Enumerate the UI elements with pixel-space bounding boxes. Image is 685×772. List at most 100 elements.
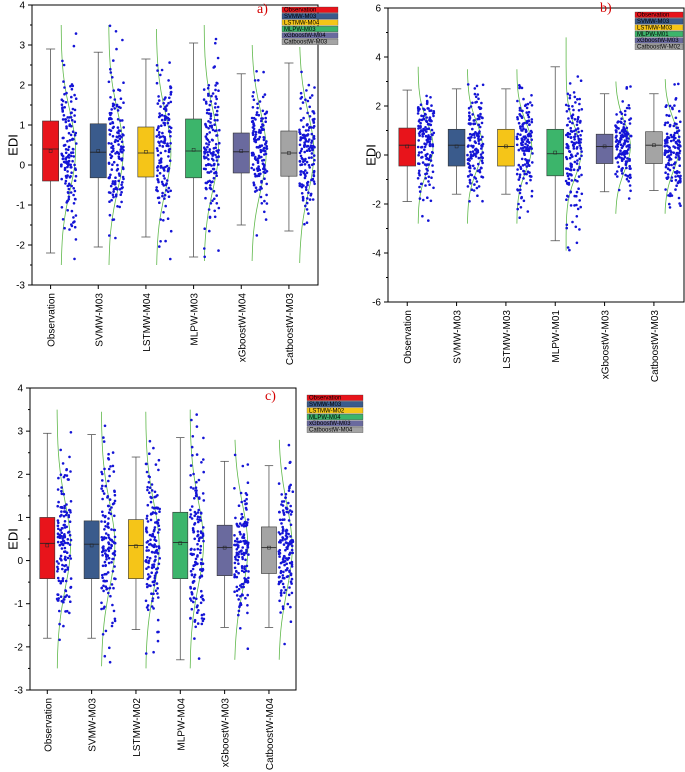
data-point bbox=[664, 171, 667, 174]
data-point bbox=[422, 114, 425, 118]
data-point bbox=[480, 101, 483, 105]
data-point bbox=[102, 584, 105, 588]
data-point bbox=[306, 183, 309, 187]
data-point bbox=[305, 123, 309, 127]
data-point bbox=[169, 135, 172, 138]
data-point bbox=[62, 492, 66, 496]
data-point bbox=[618, 131, 622, 135]
data-point bbox=[313, 158, 316, 162]
data-point bbox=[420, 151, 423, 154]
legend-swatch bbox=[281, 32, 339, 39]
data-point bbox=[571, 105, 574, 108]
data-point bbox=[480, 156, 484, 159]
data-point bbox=[66, 568, 70, 571]
x-tick-label: SVMW-M03 bbox=[94, 293, 105, 347]
y-tick-label: 4 bbox=[17, 384, 23, 395]
data-point bbox=[103, 654, 107, 658]
data-point bbox=[69, 175, 72, 178]
data-point bbox=[104, 532, 108, 535]
data-point bbox=[570, 114, 573, 118]
data-point bbox=[100, 586, 104, 590]
data-point bbox=[233, 566, 237, 570]
data-point bbox=[64, 101, 68, 104]
data-point bbox=[467, 136, 470, 140]
data-point bbox=[163, 135, 166, 139]
data-point bbox=[283, 563, 286, 567]
data-point bbox=[240, 512, 244, 516]
data-point bbox=[426, 139, 430, 143]
data-point bbox=[579, 146, 583, 150]
data-point bbox=[199, 544, 203, 548]
data-point bbox=[260, 119, 263, 123]
data-point bbox=[245, 548, 248, 552]
data-point bbox=[61, 567, 64, 571]
data-point bbox=[424, 177, 428, 180]
data-point bbox=[627, 104, 631, 107]
data-point bbox=[111, 180, 115, 183]
data-point bbox=[428, 109, 431, 113]
data-point bbox=[576, 120, 579, 123]
legend-label: SVMW-M03 bbox=[284, 14, 317, 20]
data-point bbox=[313, 145, 316, 149]
data-point bbox=[519, 133, 522, 136]
data-point bbox=[516, 207, 519, 211]
data-point bbox=[245, 508, 248, 511]
data-point bbox=[56, 504, 59, 508]
data-point bbox=[466, 175, 470, 178]
data-point bbox=[570, 173, 573, 177]
data-point bbox=[614, 125, 618, 128]
data-point bbox=[523, 121, 526, 125]
data-point bbox=[204, 122, 207, 126]
data-point bbox=[244, 551, 248, 555]
data-point bbox=[566, 92, 570, 96]
data-point bbox=[566, 195, 570, 198]
data-point bbox=[472, 189, 476, 192]
data-point bbox=[306, 111, 309, 115]
data-point bbox=[574, 178, 577, 182]
mean-marker bbox=[504, 144, 508, 149]
data-point bbox=[190, 547, 193, 551]
data-point bbox=[107, 80, 111, 84]
data-point bbox=[191, 528, 195, 532]
data-point bbox=[280, 493, 284, 496]
data-point bbox=[169, 142, 172, 145]
data-point bbox=[304, 204, 307, 208]
data-point bbox=[304, 98, 307, 101]
data-point bbox=[153, 574, 157, 577]
data-point bbox=[283, 555, 286, 558]
data-point bbox=[665, 177, 669, 180]
data-point bbox=[575, 241, 579, 245]
data-point bbox=[431, 164, 434, 167]
data-point bbox=[166, 142, 169, 145]
data-point bbox=[305, 160, 309, 164]
data-point bbox=[572, 147, 576, 150]
data-point bbox=[116, 135, 119, 139]
data-point bbox=[108, 474, 111, 478]
data-point bbox=[233, 561, 237, 565]
data-point bbox=[146, 540, 150, 543]
data-point bbox=[101, 479, 104, 482]
data-point bbox=[520, 195, 523, 199]
data-point bbox=[153, 543, 156, 546]
data-point bbox=[107, 504, 110, 508]
data-point bbox=[73, 133, 77, 137]
data-point bbox=[252, 183, 256, 186]
legend: ObservationSVMW-M03LSTMW-M02MLPW-M04xGbo… bbox=[306, 394, 364, 434]
data-point bbox=[101, 633, 105, 636]
mean-marker bbox=[89, 543, 94, 548]
data-point bbox=[240, 585, 243, 589]
y-tick-label: 1 bbox=[19, 121, 25, 132]
data-point bbox=[193, 537, 196, 541]
data-point bbox=[197, 539, 201, 543]
data-point bbox=[73, 257, 76, 261]
data-point bbox=[195, 425, 199, 428]
data-point bbox=[619, 149, 622, 152]
data-point bbox=[302, 116, 305, 120]
data-point bbox=[665, 113, 668, 117]
data-point bbox=[167, 113, 170, 116]
data-point bbox=[621, 172, 624, 175]
y-tick-label: -1 bbox=[14, 599, 23, 610]
data-point bbox=[108, 24, 112, 28]
data-point bbox=[670, 135, 674, 139]
box-Observation bbox=[39, 517, 56, 579]
